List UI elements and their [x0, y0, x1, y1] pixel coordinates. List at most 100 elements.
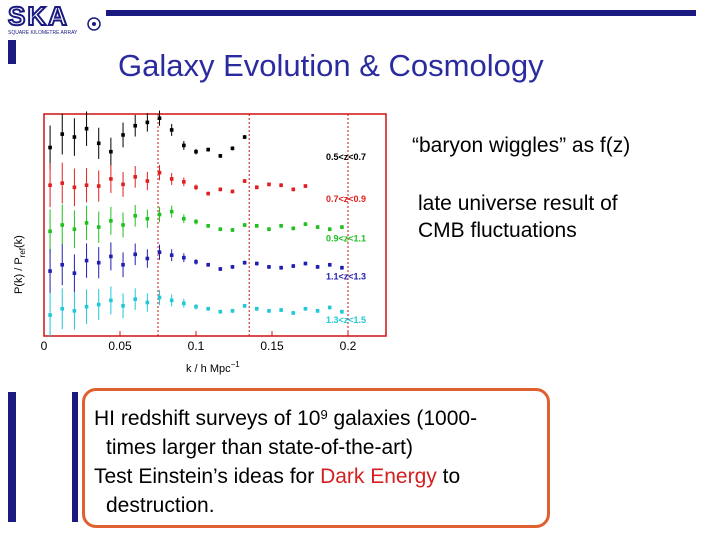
data-point: [303, 261, 308, 266]
data-point: [291, 311, 296, 315]
data-point: [133, 175, 137, 179]
data-point: [206, 224, 210, 228]
data-point: [169, 209, 174, 214]
note-late-universe-line2: CMB fluctuations: [418, 219, 577, 242]
data-point: [255, 185, 259, 190]
x-tick-label: 0.05: [108, 339, 132, 353]
summary-text: HI redshift surveys of 109 galaxies (100…: [94, 404, 554, 520]
data-point: [230, 309, 235, 313]
data-point: [48, 145, 52, 150]
data-point: [255, 261, 259, 266]
data-point: [206, 191, 210, 196]
data-point: [84, 258, 89, 263]
left-accent-bar-bottom: [8, 392, 16, 522]
data-point: [315, 309, 320, 313]
x-tick-label: 0.15: [260, 339, 284, 353]
data-point: [121, 262, 125, 267]
data-point: [96, 260, 101, 265]
data-point: [84, 221, 89, 225]
data-point: [242, 135, 247, 139]
data-point: [84, 126, 89, 131]
data-point: [267, 309, 271, 313]
data-point: [327, 262, 332, 267]
data-point: [96, 225, 101, 229]
data-point: [230, 265, 235, 269]
data-point: [291, 264, 296, 268]
data-point: [157, 212, 162, 217]
power-spectrum-chart: 0 0.05 0.1 0.15 0.2 0.5<z<0.7 0.7<z<0.9 0.9<z<…: [13, 110, 387, 375]
data-point: [182, 216, 186, 221]
data-point: [242, 304, 247, 308]
data-point: [145, 256, 150, 261]
data-point: [327, 305, 332, 310]
data-point: [109, 298, 113, 303]
slide-title: Galaxy Evolution & Cosmology: [118, 48, 544, 83]
data-point: [315, 225, 320, 229]
data-point: [206, 306, 210, 311]
data-point: [169, 253, 174, 257]
data-point: [133, 123, 137, 128]
data-point: [194, 219, 198, 224]
data-point: [96, 302, 101, 307]
logo-text: SKA: [8, 2, 69, 31]
data-point: [72, 185, 77, 190]
data-point: [60, 132, 65, 136]
series-label-3: 1.1<z<1.3: [326, 271, 366, 281]
summary-line1: HI redshift surveys of 109 galaxies (100…: [94, 407, 478, 430]
data-point: [145, 216, 150, 221]
data-point: [279, 265, 283, 270]
data-point: [169, 177, 174, 181]
data-point: [267, 227, 271, 231]
x-axis-label: k / h Mpc−1: [186, 360, 240, 375]
data-point: [255, 224, 259, 228]
data-point: [72, 271, 77, 275]
summary-line4: destruction.: [106, 494, 215, 517]
left-accent-bar-top: [8, 40, 16, 64]
data-point: [194, 304, 198, 309]
data-point: [206, 262, 210, 267]
data-point: [145, 300, 150, 305]
data-point: [315, 265, 320, 269]
data-point: [109, 149, 113, 154]
series-label-2: 0.9<z<1.1: [326, 234, 366, 244]
series-label-0: 0.5<z<0.7: [326, 152, 366, 162]
summary-line3: Test Einstein’s ideas for Dark Energy to: [94, 465, 461, 488]
data-point: [327, 227, 332, 231]
data-point: [230, 146, 235, 151]
data-point: [242, 223, 247, 227]
data-point: [194, 149, 198, 154]
x-tick-label: 0.1: [188, 339, 205, 353]
data-point: [218, 227, 223, 231]
data-point: [133, 252, 137, 257]
data-point: [255, 306, 259, 311]
data-point: [182, 301, 186, 306]
data-point: [340, 265, 344, 270]
data-point: [169, 298, 174, 303]
data-point: [48, 313, 52, 317]
data-point: [109, 219, 113, 223]
data-point: [48, 229, 52, 234]
data-point: [182, 180, 186, 184]
data-point: [145, 120, 150, 125]
data-point: [133, 297, 137, 301]
data-point: [206, 147, 210, 152]
data-point: [157, 295, 162, 300]
data-point: [48, 183, 52, 188]
box-accent-bar: [72, 392, 78, 522]
data-point: [303, 306, 308, 311]
data-point: [340, 225, 344, 229]
data-point: [291, 187, 296, 192]
data-point: [157, 170, 162, 175]
top-rule: [106, 10, 696, 16]
data-point: [157, 250, 162, 255]
data-point: [279, 183, 283, 188]
ska-logo: SKA SQUARE KILOMETRE ARRAY: [4, 0, 104, 36]
data-point: [121, 223, 125, 227]
data-point: [182, 255, 186, 260]
data-point: [109, 177, 113, 181]
data-point: [230, 228, 235, 232]
data-point: [194, 185, 198, 190]
data-point: [96, 184, 101, 188]
data-point: [267, 182, 271, 187]
data-point: [48, 269, 52, 273]
